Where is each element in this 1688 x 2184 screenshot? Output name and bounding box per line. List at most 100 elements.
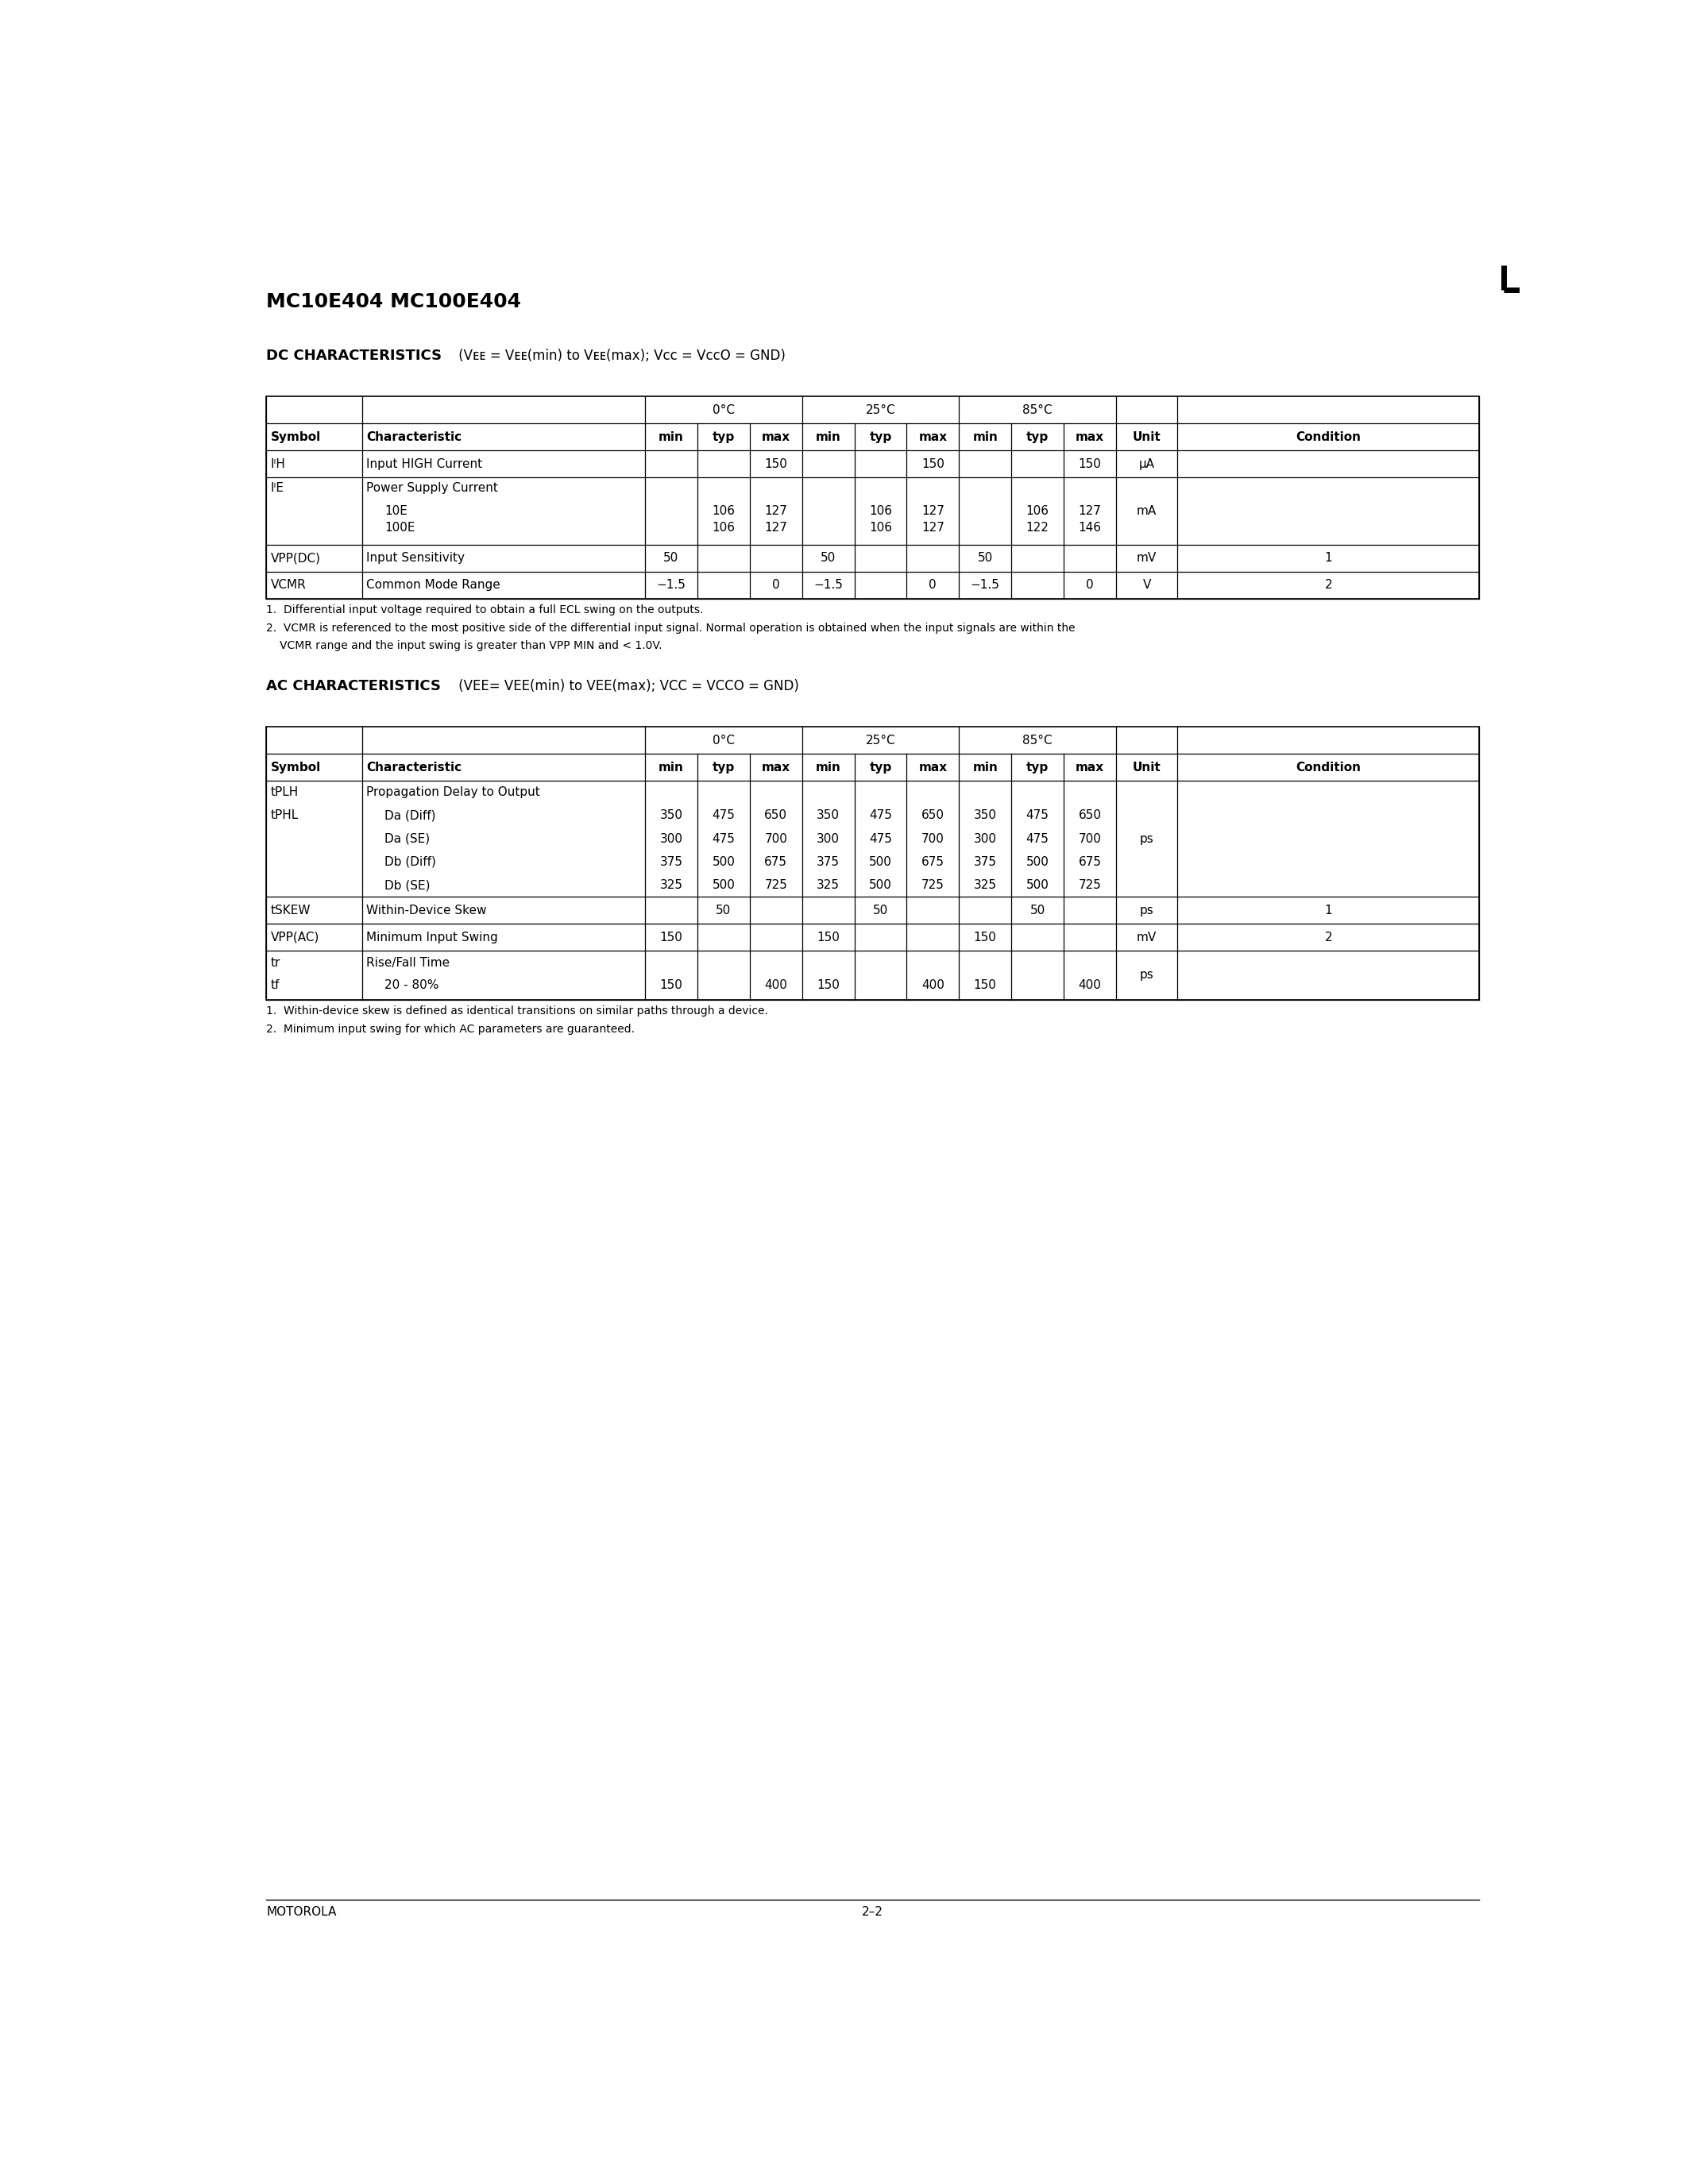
Text: DC CHARACTERISTICS: DC CHARACTERISTICS bbox=[267, 349, 442, 363]
Text: 2: 2 bbox=[1325, 930, 1332, 943]
Text: MC10E404 MC100E404: MC10E404 MC100E404 bbox=[267, 293, 522, 310]
Text: max: max bbox=[761, 762, 790, 773]
Text: ps: ps bbox=[1139, 832, 1155, 845]
Text: 300: 300 bbox=[974, 832, 996, 845]
Text: 106: 106 bbox=[869, 505, 891, 518]
Text: 500: 500 bbox=[1026, 856, 1048, 867]
Text: 2–2: 2–2 bbox=[863, 1907, 883, 1918]
Text: 300: 300 bbox=[817, 832, 839, 845]
Text: max: max bbox=[1075, 430, 1104, 443]
Text: AC CHARACTERISTICS: AC CHARACTERISTICS bbox=[267, 679, 441, 692]
Text: 10E: 10E bbox=[385, 505, 407, 518]
Text: VPP(AC): VPP(AC) bbox=[270, 930, 319, 943]
Text: 106: 106 bbox=[1026, 505, 1048, 518]
Text: Unit: Unit bbox=[1133, 762, 1161, 773]
Text: 400: 400 bbox=[765, 978, 787, 992]
Text: typ: typ bbox=[712, 762, 734, 773]
Text: 106: 106 bbox=[712, 522, 734, 535]
Text: max: max bbox=[918, 430, 947, 443]
Text: tr: tr bbox=[270, 957, 280, 970]
Text: VCMR: VCMR bbox=[270, 579, 306, 592]
Text: Symbol: Symbol bbox=[270, 430, 321, 443]
Text: 20 - 80%: 20 - 80% bbox=[385, 978, 439, 992]
Text: Da (SE): Da (SE) bbox=[385, 832, 430, 845]
Text: 725: 725 bbox=[765, 880, 787, 891]
Text: 150: 150 bbox=[660, 978, 682, 992]
Text: 0°C: 0°C bbox=[712, 734, 734, 747]
Text: μA: μA bbox=[1139, 459, 1155, 470]
Text: 50: 50 bbox=[820, 553, 836, 563]
Text: 325: 325 bbox=[974, 880, 996, 891]
Text: min: min bbox=[815, 762, 841, 773]
Text: 675: 675 bbox=[765, 856, 787, 867]
Text: 50: 50 bbox=[977, 553, 993, 563]
Text: 350: 350 bbox=[817, 810, 839, 821]
Text: 500: 500 bbox=[869, 880, 891, 891]
Text: min: min bbox=[815, 430, 841, 443]
Text: 475: 475 bbox=[869, 810, 891, 821]
Text: −1.5: −1.5 bbox=[971, 579, 999, 592]
Text: 150: 150 bbox=[765, 459, 787, 470]
Text: 500: 500 bbox=[712, 880, 734, 891]
Text: 700: 700 bbox=[765, 832, 787, 845]
Text: 500: 500 bbox=[712, 856, 734, 867]
Text: VPP(DC): VPP(DC) bbox=[270, 553, 321, 563]
Text: 325: 325 bbox=[660, 880, 682, 891]
Text: 85°C: 85°C bbox=[1023, 734, 1052, 747]
Text: 0: 0 bbox=[771, 579, 780, 592]
Text: Power Supply Current: Power Supply Current bbox=[366, 483, 498, 494]
Text: 475: 475 bbox=[1026, 832, 1048, 845]
Text: 1.  Within-device skew is defined as identical transitions on similar paths thro: 1. Within-device skew is defined as iden… bbox=[267, 1005, 768, 1018]
Text: 2.  VCMR is referenced to the most positive side of the differential input signa: 2. VCMR is referenced to the most positi… bbox=[267, 622, 1075, 633]
Text: 400: 400 bbox=[922, 978, 944, 992]
Text: 475: 475 bbox=[712, 810, 734, 821]
Text: 350: 350 bbox=[660, 810, 682, 821]
Text: mV: mV bbox=[1136, 930, 1156, 943]
Text: 475: 475 bbox=[712, 832, 734, 845]
Text: 0: 0 bbox=[1085, 579, 1094, 592]
Text: Symbol: Symbol bbox=[270, 762, 321, 773]
Text: −1.5: −1.5 bbox=[814, 579, 842, 592]
Text: 50: 50 bbox=[1030, 904, 1045, 917]
Text: 1.  Differential input voltage required to obtain a full ECL swing on the output: 1. Differential input voltage required t… bbox=[267, 605, 704, 616]
Text: 106: 106 bbox=[869, 522, 891, 535]
Text: 25°C: 25°C bbox=[866, 404, 895, 415]
Text: 500: 500 bbox=[1026, 880, 1048, 891]
Text: 375: 375 bbox=[660, 856, 682, 867]
Text: −1.5: −1.5 bbox=[657, 579, 685, 592]
Bar bbox=[267, 397, 1479, 598]
Text: min: min bbox=[658, 762, 684, 773]
Text: typ: typ bbox=[1026, 762, 1048, 773]
Text: typ: typ bbox=[712, 430, 734, 443]
Bar bbox=[267, 727, 1479, 1000]
Text: 25°C: 25°C bbox=[866, 734, 895, 747]
Text: 400: 400 bbox=[1079, 978, 1101, 992]
Text: tPLH: tPLH bbox=[270, 786, 299, 797]
Text: 675: 675 bbox=[1079, 856, 1101, 867]
Text: Db (Diff): Db (Diff) bbox=[385, 856, 436, 867]
Text: mV: mV bbox=[1136, 553, 1156, 563]
Text: 650: 650 bbox=[1079, 810, 1101, 821]
Text: mA: mA bbox=[1136, 505, 1156, 518]
Text: 475: 475 bbox=[1026, 810, 1048, 821]
Text: 150: 150 bbox=[922, 459, 944, 470]
Text: (Vᴇᴇ = Vᴇᴇ(min) to Vᴇᴇ(max); Vᴄᴄ = VᴄᴄO = GND): (Vᴇᴇ = Vᴇᴇ(min) to Vᴇᴇ(max); Vᴄᴄ = VᴄᴄO … bbox=[454, 349, 785, 363]
Text: 150: 150 bbox=[660, 930, 682, 943]
Text: 650: 650 bbox=[922, 810, 944, 821]
Text: 0°C: 0°C bbox=[712, 404, 734, 415]
Text: 127: 127 bbox=[765, 522, 787, 535]
Text: 725: 725 bbox=[1079, 880, 1101, 891]
Text: 85°C: 85°C bbox=[1023, 404, 1052, 415]
Text: MOTOROLA: MOTOROLA bbox=[267, 1907, 336, 1918]
Text: V: V bbox=[1143, 579, 1151, 592]
Text: Characteristic: Characteristic bbox=[366, 762, 461, 773]
Text: 122: 122 bbox=[1026, 522, 1048, 535]
Text: 50: 50 bbox=[873, 904, 888, 917]
Text: 375: 375 bbox=[974, 856, 996, 867]
Text: ps: ps bbox=[1139, 904, 1155, 917]
Text: 150: 150 bbox=[817, 930, 839, 943]
Text: 675: 675 bbox=[922, 856, 944, 867]
Text: 325: 325 bbox=[817, 880, 839, 891]
Text: Da (Diff): Da (Diff) bbox=[385, 810, 436, 821]
Text: Common Mode Range: Common Mode Range bbox=[366, 579, 500, 592]
